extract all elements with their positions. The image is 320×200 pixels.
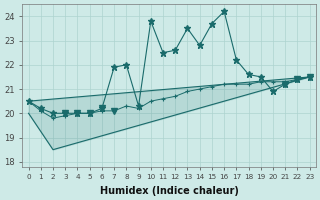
X-axis label: Humidex (Indice chaleur): Humidex (Indice chaleur) <box>100 186 239 196</box>
